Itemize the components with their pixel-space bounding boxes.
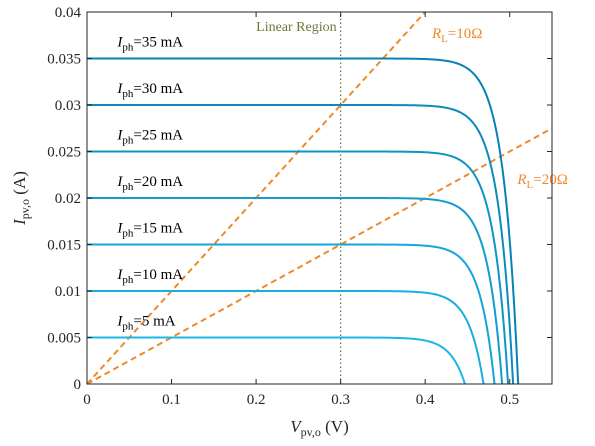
load-line-label-rl-10-main: R: [431, 26, 441, 42]
curve-label-1: Iph=5 mA: [116, 313, 175, 332]
linear-region-label: Linear Region: [256, 20, 336, 35]
curve-label-1-text: =5 mA: [133, 313, 175, 329]
load-line-label-rl-10: RL=10Ω: [431, 26, 483, 45]
curve-label-6-sub: ph: [122, 88, 134, 100]
load-line-label-rl-20: RL=20Ω: [516, 172, 568, 191]
curve-label-3-text: =15 mA: [133, 220, 183, 236]
iv-curve-6: [87, 104, 515, 384]
curve-label-3-main: I: [116, 220, 123, 236]
y-tick-label: 0.02: [55, 191, 81, 207]
curve-label-2: Iph=10 mA: [116, 267, 183, 286]
y-axis-label: Ipv,o (A): [10, 171, 32, 226]
curve-label-5: Iph=25 mA: [116, 127, 183, 146]
curve-label-6: Iph=30 mA: [116, 81, 183, 100]
curve-label-2-text: =10 mA: [133, 267, 183, 283]
load-line-label-rl-20-sub: L: [527, 179, 534, 191]
y-tick-label: 0.035: [47, 52, 81, 68]
curve-label-4-main: I: [116, 174, 123, 190]
load-line-label-rl-10-text: =10Ω: [448, 26, 483, 42]
axes-layer: 0 0.1 0.2 0.3 0.4 0.5 0 0.005 0.01 0.015 0.02 0.025…: [10, 5, 553, 439]
y-tick-label: 0: [74, 377, 82, 393]
load-line-label-rl-20-text: =20Ω: [533, 172, 568, 188]
y-tick-label: 0.01: [55, 284, 81, 300]
y-tick-label: 0.025: [47, 145, 81, 161]
x-tick-label: 0.3: [331, 392, 350, 408]
x-tick-label: 0.1: [162, 392, 181, 408]
iv-curve-5: [87, 150, 510, 384]
curve-label-2-sub: ph: [122, 274, 134, 286]
load-line-rl-10: [87, 12, 427, 384]
curve-label-4-sub: ph: [122, 181, 134, 193]
x-tick-label: 0.5: [500, 392, 519, 408]
load-line-label-rl-20-main: R: [516, 172, 526, 188]
iv-curve-2: [87, 290, 485, 384]
curve-label-4-text: =20 mA: [133, 174, 183, 190]
x-axis-label: Vpv,o (V): [290, 417, 348, 439]
iv-curve-4: [87, 197, 504, 384]
curve-label-5-text: =25 mA: [133, 127, 183, 143]
y-tick-label: 0.015: [47, 238, 81, 254]
curve-label-1-sub: ph: [122, 320, 134, 332]
lines-layer: [87, 12, 552, 384]
curve-label-5-main: I: [116, 127, 123, 143]
x-tick-label: 0.4: [416, 392, 435, 408]
curve-label-5-sub: ph: [122, 134, 134, 146]
iv-curve-7: [87, 57, 520, 384]
curve-label-1-main: I: [116, 313, 123, 329]
curve-label-6-text: =30 mA: [133, 81, 183, 97]
load-line-label-rl-10-sub: L: [441, 33, 448, 45]
curve-label-6-main: I: [116, 81, 123, 97]
y-tick-label: 0.03: [55, 98, 81, 114]
curve-label-7-main: I: [116, 34, 123, 50]
curve-label-7-text: =35 mA: [133, 34, 183, 50]
curve-label-3: Iph=15 mA: [116, 220, 183, 239]
curve-label-3-sub: ph: [122, 227, 134, 239]
x-tick-label: 0.2: [247, 392, 266, 408]
curve-label-7-sub: ph: [122, 41, 134, 53]
load-line-rl-20: [87, 127, 552, 384]
curve-label-4: Iph=20 mA: [116, 174, 183, 193]
x-tick-label: 0: [83, 392, 91, 408]
y-tick-label: 0.04: [55, 5, 82, 21]
curve-label-2-main: I: [116, 267, 123, 283]
curve-label-7: Iph=35 mA: [116, 34, 183, 53]
y-tick-label: 0.005: [47, 331, 81, 347]
iv-curve-1: [87, 336, 466, 384]
iv-curve-3: [87, 243, 496, 384]
